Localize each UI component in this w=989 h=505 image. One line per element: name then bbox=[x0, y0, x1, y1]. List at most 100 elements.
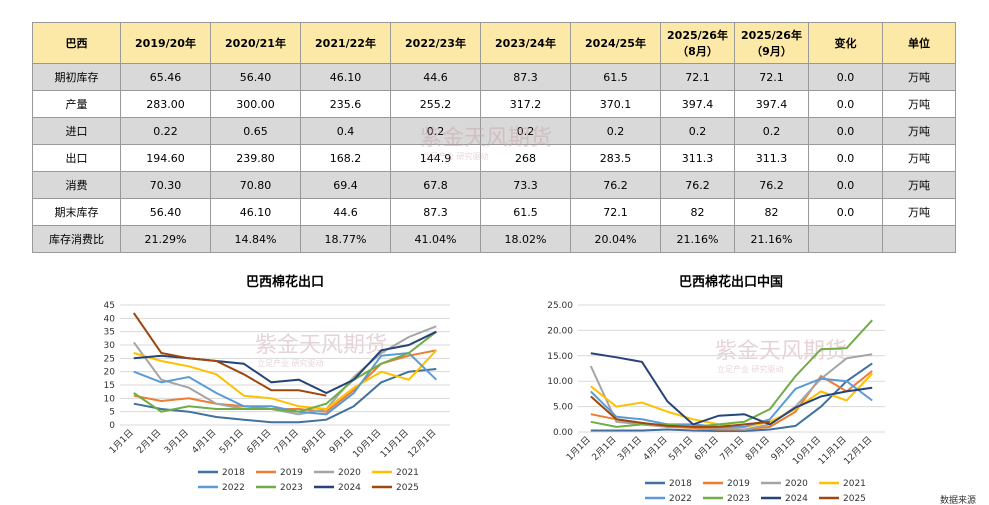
series-line bbox=[132, 312, 327, 397]
table-cell: 万吨 bbox=[882, 171, 956, 199]
table-row: 库存消费比 21.29% 14.84% 18.77% 41.04% 18.02% 20.04… bbox=[32, 225, 956, 253]
table-cell: 41.04% bbox=[390, 225, 481, 253]
table-cell: 21.16% bbox=[660, 225, 735, 253]
table-cell: 期初库存 bbox=[32, 63, 121, 91]
table-cell: 进口 bbox=[32, 117, 121, 145]
series-line bbox=[590, 352, 873, 426]
table-row: 期末库存 56.40 46.10 44.6 87.3 61.5 72.1 82 82 0.0 万吨 bbox=[32, 198, 956, 226]
empty-cell bbox=[882, 225, 956, 253]
table-cell: 单位 bbox=[882, 22, 956, 64]
legend-label: 2021 bbox=[396, 468, 419, 478]
y-tick-label: 5.00 bbox=[553, 403, 573, 413]
table-cell: 消费 bbox=[32, 171, 121, 199]
chart-title: 巴西棉花出口中国 bbox=[679, 274, 783, 290]
table-cell: 0.0 bbox=[808, 63, 883, 91]
table-cell: 0.2 bbox=[480, 117, 571, 145]
table-cell: 311.3 bbox=[660, 144, 735, 172]
table-cell: 65.46 bbox=[120, 63, 211, 91]
series-line bbox=[133, 349, 438, 411]
table-cell: 46.10 bbox=[300, 63, 391, 91]
table-cell: 311.3 bbox=[734, 144, 809, 172]
series-line bbox=[133, 368, 437, 424]
table-cell: 283.00 bbox=[120, 90, 211, 118]
y-tick-label: 15.00 bbox=[547, 352, 573, 362]
table-cell: 69.4 bbox=[300, 171, 391, 199]
table-cell: 70.30 bbox=[120, 171, 211, 199]
legend-label: 2020 bbox=[338, 468, 361, 478]
x-tick-label: 2月1日 bbox=[135, 427, 164, 456]
table-cell: 76.2 bbox=[570, 171, 661, 199]
table-cell: 268 bbox=[480, 144, 571, 172]
legend-label: 2021 bbox=[843, 479, 866, 489]
x-tick-label: 1月1日 bbox=[564, 434, 593, 463]
legend-label: 2019 bbox=[280, 468, 303, 478]
series-line bbox=[133, 330, 437, 413]
y-tick-label: 0.00 bbox=[553, 428, 573, 438]
chart-title: 巴西棉花出口 bbox=[246, 274, 324, 290]
table-cell: 0.2 bbox=[660, 117, 735, 145]
legend-label: 2018 bbox=[222, 468, 245, 478]
series-line bbox=[590, 395, 771, 428]
table-cell: 21.29% bbox=[120, 225, 211, 253]
empty-cell bbox=[808, 225, 883, 253]
x-tick-label: 6月1日 bbox=[692, 434, 721, 463]
watermark-slogan: 立足产业 研究驱动 bbox=[257, 358, 324, 368]
y-tick-label: 20 bbox=[104, 368, 116, 378]
x-tick-label: 4月1日 bbox=[641, 434, 670, 463]
legend-label: 2024 bbox=[338, 483, 361, 493]
table-cell: 0.65 bbox=[210, 117, 301, 145]
watermark-slogan: 立足产业 研究驱动 bbox=[422, 151, 489, 161]
legend-label: 2019 bbox=[727, 479, 750, 489]
x-tick-label: 4月1日 bbox=[190, 427, 219, 456]
table-cell: 0.4 bbox=[300, 117, 391, 145]
x-tick-label: 12月1日 bbox=[842, 434, 875, 467]
table-cell: 194.60 bbox=[120, 144, 211, 172]
table-row: 期初库存 65.46 56.40 46.10 44.6 87.3 61.5 72.1 72.1 0… bbox=[32, 63, 956, 91]
table-cell: 14.84% bbox=[210, 225, 301, 253]
table-cell: 2025/26年（8月） bbox=[660, 22, 735, 64]
table-cell: 61.5 bbox=[570, 63, 661, 91]
x-tick-label: 6月1日 bbox=[245, 427, 274, 456]
legend-label: 2018 bbox=[669, 479, 692, 489]
table-cell: 73.3 bbox=[480, 171, 571, 199]
table-cell: 18.77% bbox=[300, 225, 391, 253]
legend-label: 2022 bbox=[222, 483, 245, 493]
y-tick-label: 10.00 bbox=[547, 377, 573, 387]
x-tick-label: 3月1日 bbox=[615, 434, 644, 463]
x-tick-label: 7月1日 bbox=[272, 427, 301, 456]
table-cell: 82 bbox=[734, 198, 809, 226]
legend-label: 2025 bbox=[396, 483, 419, 493]
source-note: 数据来源 bbox=[940, 494, 976, 505]
legend-label: 2020 bbox=[785, 479, 808, 489]
y-tick-label: 10 bbox=[104, 394, 116, 404]
legend-label: 2022 bbox=[669, 494, 692, 504]
table-cell: 168.2 bbox=[300, 144, 391, 172]
table-cell: 70.80 bbox=[210, 171, 301, 199]
table-cell: 87.3 bbox=[480, 63, 571, 91]
series-line bbox=[590, 362, 873, 432]
y-tick-label: 5 bbox=[109, 408, 115, 418]
x-tick-label: 1月1日 bbox=[107, 427, 136, 456]
table-cell: 变化 bbox=[808, 22, 883, 64]
table-cell: 56.40 bbox=[120, 198, 211, 226]
table-row: 进口 0.22 0.65 0.4 0.2 0.2 0.2 0.2 0.2 0.0 万吨 bbox=[32, 117, 956, 145]
y-tick-label: 15 bbox=[104, 381, 115, 391]
table-row: 产量 283.00 300.00 235.6 255.2 317.2 370.1 397.4 3… bbox=[32, 90, 956, 118]
table-cell: 0.2 bbox=[390, 117, 481, 145]
x-tick-label: 3月1日 bbox=[162, 427, 191, 456]
table-cell: 20.04% bbox=[570, 225, 661, 253]
table-cell: 0.0 bbox=[808, 171, 883, 199]
x-tick-label: 10月1日 bbox=[351, 427, 384, 460]
y-tick-label: 25 bbox=[104, 354, 115, 364]
y-tick-label: 25.00 bbox=[547, 301, 573, 311]
y-tick-label: 35 bbox=[104, 328, 115, 338]
table-cell: 397.4 bbox=[660, 90, 735, 118]
y-tick-label: 40 bbox=[104, 314, 116, 324]
x-tick-label: 5月1日 bbox=[667, 434, 696, 463]
table-cell: 万吨 bbox=[882, 63, 956, 91]
y-tick-label: 0 bbox=[109, 421, 115, 431]
y-tick-label: 20.00 bbox=[547, 326, 573, 336]
legend-label: 2023 bbox=[280, 483, 303, 493]
